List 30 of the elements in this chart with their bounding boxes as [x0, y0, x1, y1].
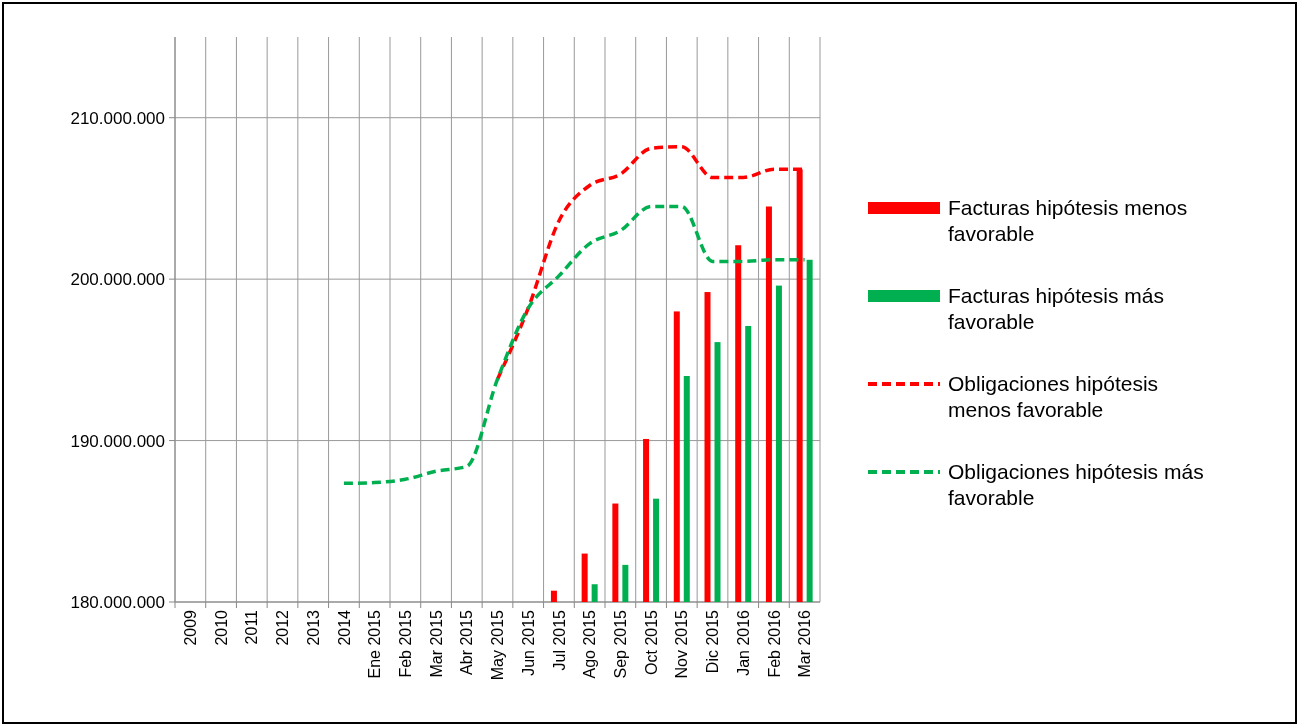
y-tick-label: 180.000.000: [70, 592, 165, 612]
x-tick-label: Nov 2015: [673, 609, 691, 679]
x-tick-label: Oct 2015: [642, 609, 660, 675]
x-tick-label: Sep 2015: [611, 609, 629, 679]
legend-label: Obligaciones hipótesis menos favorable: [948, 372, 1159, 422]
x-tick-label: Jun 2015: [519, 609, 537, 676]
x-tick-label: Mar 2016: [796, 609, 814, 678]
x-tick-label: 2010: [212, 609, 230, 646]
x-tick-label: 2009: [181, 609, 199, 646]
x-tick-label: Abr 2015: [458, 609, 476, 675]
x-tick-label: Ene 2015: [366, 609, 384, 679]
x-tick-label: 2014: [335, 609, 353, 646]
y-tick-label: 200.000.000: [70, 270, 165, 290]
x-tick-label: Jan 2016: [734, 609, 752, 676]
x-tick-label: Feb 2016: [765, 609, 783, 678]
x-tick-label: Mar 2015: [427, 609, 445, 678]
legend-label: Facturas hipótesis menos favorable: [948, 196, 1188, 246]
x-tick-label: Feb 2015: [396, 609, 414, 678]
x-tick-label: Dic 2015: [704, 609, 722, 674]
line-series: [342, 204, 807, 486]
legend-label: Obligaciones hipótesis más favorable: [948, 460, 1204, 510]
y-tick-label: 190.000.000: [70, 431, 165, 451]
legend-label: Facturas hipótesis más favorable: [948, 284, 1164, 334]
x-tick-label: May 2015: [489, 609, 507, 681]
x-tick-label: Ago 2015: [581, 609, 599, 679]
y-tick-label: 210.000.000: [70, 108, 165, 128]
x-tick-label: 2012: [274, 609, 292, 646]
x-tick-label: Jul 2015: [550, 609, 568, 671]
x-tick-label: 2011: [243, 609, 261, 645]
x-tick-label: 2013: [304, 609, 322, 646]
